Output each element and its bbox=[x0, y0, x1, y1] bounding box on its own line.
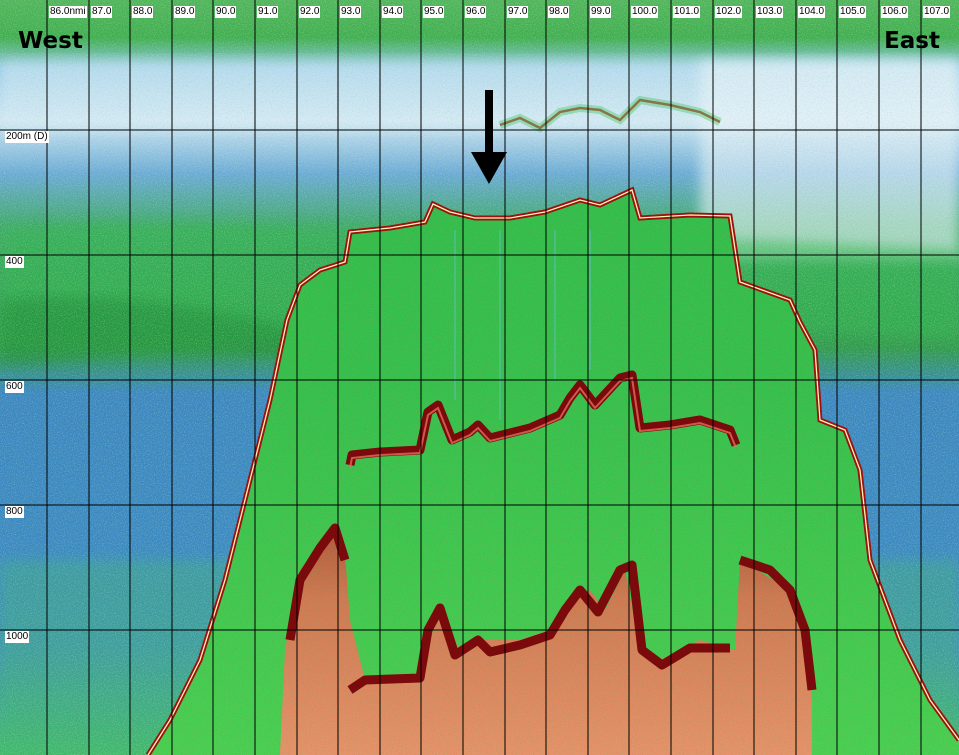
depth-tick-label: 200m (D) bbox=[5, 131, 49, 143]
east-label: East bbox=[884, 27, 940, 55]
depth-tick-label: 800 bbox=[5, 506, 24, 518]
distance-tick-label: 98.0 bbox=[548, 6, 569, 18]
distance-tick-label: 100.0 bbox=[631, 6, 658, 18]
distance-tick-label: 104.0 bbox=[798, 6, 825, 18]
distance-tick-label: 107.0 bbox=[923, 6, 950, 18]
distance-tick-label: 93.0 bbox=[340, 6, 361, 18]
distance-tick-label: 91.0 bbox=[257, 6, 278, 18]
distance-tick-label: 102.0 bbox=[715, 6, 742, 18]
distance-tick-label: 87.0 bbox=[91, 6, 112, 18]
distance-tick-label: 96.0 bbox=[465, 6, 486, 18]
distance-tick-label: 101.0 bbox=[673, 6, 700, 18]
distance-tick-label: 92.0 bbox=[299, 6, 320, 18]
distance-tick-label: 103.0 bbox=[756, 6, 783, 18]
depth-tick-label: 400 bbox=[5, 256, 24, 268]
distance-tick-label: 88.0 bbox=[132, 6, 153, 18]
distance-tick-label: 97.0 bbox=[507, 6, 528, 18]
distance-tick-label: 105.0 bbox=[839, 6, 866, 18]
distance-tick-label: 99.0 bbox=[590, 6, 611, 18]
depth-tick-label: 1000 bbox=[5, 631, 29, 643]
distance-tick-label: 90.0 bbox=[215, 6, 236, 18]
depth-tick-label: 600 bbox=[5, 381, 24, 393]
distance-tick-label: 94.0 bbox=[382, 6, 403, 18]
distance-tick-label: 89.0 bbox=[174, 6, 195, 18]
distance-tick-label: 86.0nmi bbox=[49, 6, 87, 18]
distance-tick-label: 106.0 bbox=[881, 6, 908, 18]
west-label: West bbox=[18, 27, 83, 55]
distance-tick-label: 95.0 bbox=[423, 6, 444, 18]
